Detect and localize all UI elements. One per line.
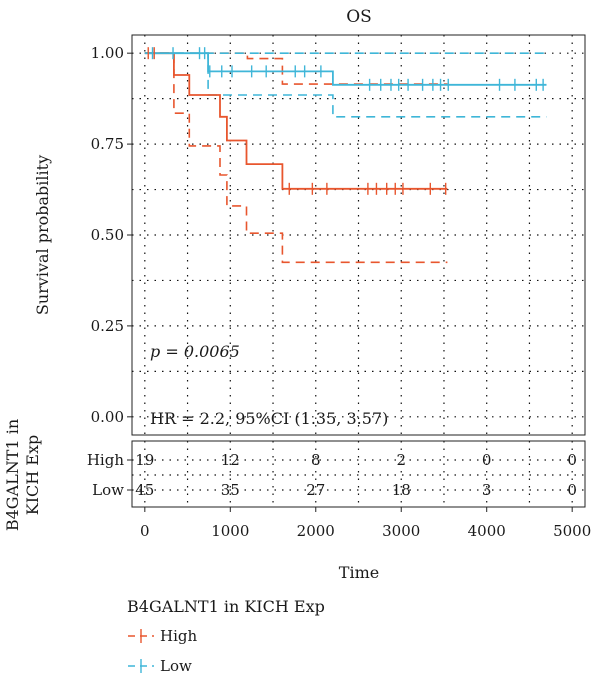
x-axis-label: Time (339, 563, 379, 582)
p-value-annotation: p = 0.0065 (150, 342, 240, 361)
risk-count: 12 (221, 451, 240, 469)
legend-label-low: Low (160, 657, 192, 675)
y-tick-label: 0.50 (91, 226, 124, 244)
hr-annotation: HR = 2.2, 95%CI (1.35, 3.57) (150, 409, 388, 428)
legend-title: B4GALNT1 in KICH Exp (127, 597, 325, 616)
risk-count: 45 (135, 481, 154, 499)
legend-items: High Low (128, 627, 197, 675)
ci-upper-high (144, 52, 448, 85)
risk-table-grid (132, 441, 585, 507)
risk-count: 3 (482, 481, 492, 499)
censor-marks (147, 47, 544, 195)
risk-table-y-label-line2: KICH Exp (23, 435, 42, 516)
survival-curve-high (144, 52, 448, 190)
risk-table-frame (131, 440, 586, 508)
y-tick-label: 1.00 (91, 44, 124, 62)
y-axis-label: Survival probability (33, 155, 52, 315)
risk-count: 27 (306, 481, 325, 499)
risk-count: 19 (135, 451, 154, 469)
x-tick-label: 4000 (468, 522, 506, 540)
risk-table-y-label-line1: B4GALNT1 in (3, 419, 22, 531)
x-tick-label: 2000 (297, 522, 335, 540)
x-tick-label: 3000 (382, 522, 420, 540)
y-tick-label: 0.00 (91, 408, 124, 426)
risk-table: High 19 12 8 2 0 0 Low 45 35 27 18 3 0 (87, 451, 577, 499)
survival-curves (144, 52, 547, 190)
risk-count: 0 (567, 451, 577, 469)
legend-label-high: High (160, 627, 197, 645)
risk-row-label-high: High (87, 451, 124, 469)
risk-count: 35 (221, 481, 240, 499)
chart-title: OS (346, 7, 372, 27)
risk-count: 0 (567, 481, 577, 499)
x-tick-label: 5000 (553, 522, 591, 540)
risk-count: 8 (311, 451, 321, 469)
survival-curve-low (144, 52, 547, 86)
x-axis: 0 1000 2000 3000 4000 5000 (140, 507, 591, 540)
risk-table-y-label: B4GALNT1 in KICH Exp (3, 419, 42, 531)
y-tick-label: 0.75 (91, 135, 124, 153)
x-tick-label: 0 (140, 522, 150, 540)
risk-count: 0 (482, 451, 492, 469)
legend: B4GALNT1 in KICH Exp High Low (127, 597, 325, 675)
risk-count: 18 (392, 481, 411, 499)
risk-count: 2 (396, 451, 406, 469)
y-axis: 0.00 0.25 0.50 0.75 1.00 (91, 44, 132, 426)
ci-lower-high (144, 52, 448, 264)
y-tick-label: 0.25 (91, 317, 124, 335)
x-tick-label: 1000 (211, 522, 249, 540)
risk-row-label-low: Low (92, 481, 124, 499)
